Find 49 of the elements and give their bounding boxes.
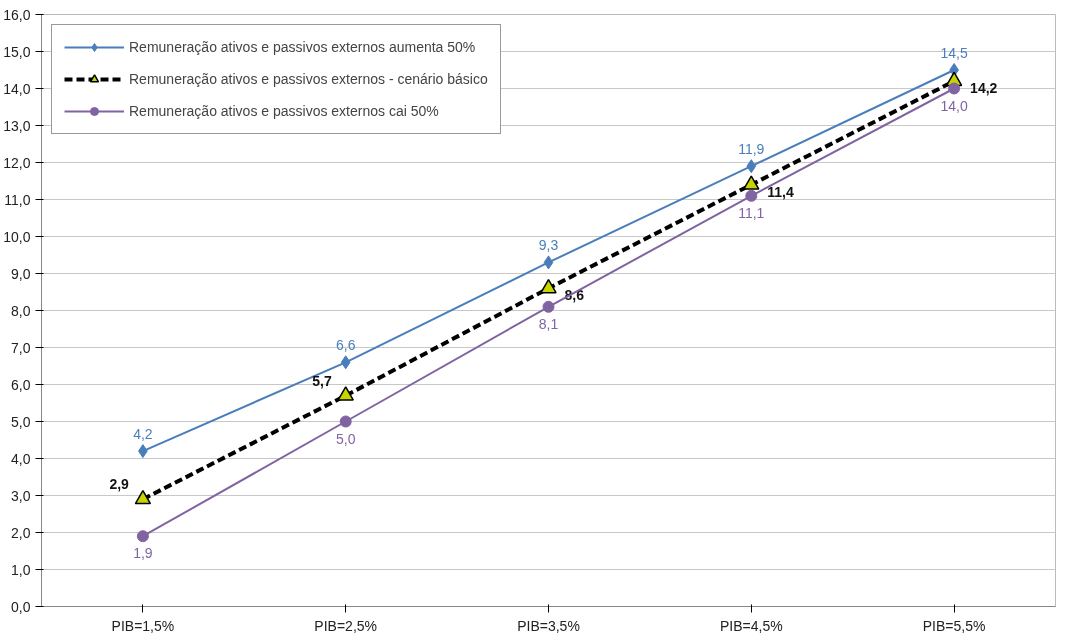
y-tick-label: 1,0	[11, 561, 31, 578]
point	[136, 530, 149, 543]
point	[745, 189, 758, 202]
y-tick-label: 8,0	[11, 302, 31, 319]
point	[543, 255, 554, 270]
point	[948, 82, 961, 95]
data-label: 1,9	[133, 545, 153, 562]
data-label: 11,9	[738, 141, 765, 158]
y-tick-label: 9,0	[11, 265, 31, 282]
y-tick-label: 3,0	[11, 487, 31, 504]
point	[743, 175, 760, 190]
y-tick-label: 7,0	[11, 339, 31, 356]
point	[339, 415, 352, 428]
y-tick-label: 16,0	[3, 6, 31, 23]
x-tick-label: PIB=4,5%	[719, 617, 783, 634]
x-tick-label: PIB=5,5%	[922, 617, 986, 634]
data-label: 14,2	[970, 80, 998, 97]
data-label: 8,1	[538, 315, 559, 332]
x-tick-label: PIB=2,5%	[314, 617, 378, 634]
data-label: 14,5	[940, 45, 968, 61]
data-label: 4,2	[133, 426, 153, 443]
data-label: 9,3	[538, 237, 559, 254]
x-tick-label: PIB=3,5%	[517, 617, 580, 634]
x-tick-label: PIB=1,5%	[111, 617, 175, 634]
data-label: 11,4	[767, 183, 794, 200]
data-label: 8,6	[564, 287, 585, 304]
legend-label: Remuneração ativos e passivos externos aumenta 50%	[129, 39, 476, 55]
data-label: 5,0	[335, 430, 356, 447]
data-label: 2,9	[109, 476, 130, 493]
data-label: 14,0	[940, 97, 968, 114]
y-tick-label: 5,0	[11, 413, 31, 430]
y-tick-label: 11,0	[4, 191, 31, 208]
y-tick-label: 14,0	[3, 80, 31, 97]
y-tick-label: 4,0	[11, 450, 31, 467]
data-label: 6,6	[335, 337, 356, 354]
y-tick-label: 15,0	[3, 43, 31, 60]
point	[746, 159, 757, 174]
y-tick-label: 12,0	[3, 154, 31, 171]
data-label: 11,1	[738, 204, 765, 221]
y-tick-label: 2,0	[11, 524, 31, 541]
data-label: 5,7	[312, 372, 332, 389]
point	[340, 355, 351, 370]
legend-label: Remuneração ativos e passivos externos cai 50%	[129, 103, 439, 119]
y-tick-label: 6,0	[11, 376, 31, 393]
point	[542, 300, 555, 313]
y-tick-label: 10,0	[3, 228, 31, 245]
y-tick-label: 13,0	[3, 117, 31, 134]
legend-label: Remuneração ativos e passivos externos - cenário básico	[129, 71, 488, 87]
y-tick-label: 0,0	[11, 598, 31, 615]
